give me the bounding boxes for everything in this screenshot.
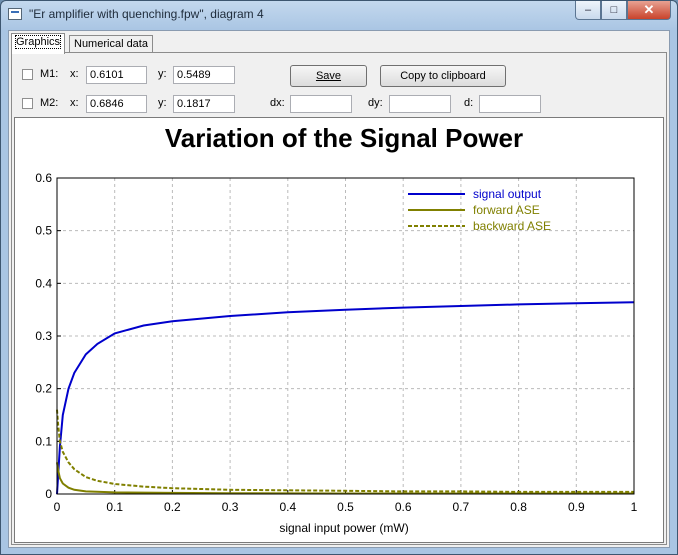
x-tick-label: 0.9	[568, 500, 585, 514]
tab-numerical-data-label: Numerical data	[74, 38, 148, 50]
y-tick-label: 0.3	[35, 329, 52, 343]
y-tick-label: 0.2	[35, 382, 52, 396]
copy-to-clipboard-button[interactable]: Copy to clipboard	[380, 65, 506, 87]
d-label: d:	[464, 97, 474, 109]
x-tick-label: 0.6	[395, 500, 412, 514]
x-tick-label: 0.3	[222, 500, 239, 514]
m1-checkbox[interactable]	[22, 69, 33, 80]
x-tick-label: 0.5	[337, 500, 354, 514]
x-tick-label: 1	[631, 500, 638, 514]
legend-label-1: forward ASE	[473, 203, 540, 217]
dx-field[interactable]	[290, 95, 352, 113]
app-icon[interactable]	[8, 8, 22, 20]
m2-y-label: y:	[158, 97, 167, 109]
window-title: "Er amplifier with quenching.fpw", diagr…	[29, 7, 264, 21]
y-tick-label: 0.4	[35, 276, 52, 290]
y-tick-label: 0.6	[35, 171, 52, 185]
tab-graphics[interactable]: Graphics	[11, 33, 66, 54]
m2-checkbox[interactable]	[22, 98, 33, 109]
signal-power-chart[interactable]: Variation of the Signal Power 0 0.1 0.2 0.3…	[15, 118, 663, 542]
x-tick-label: 0.1	[106, 500, 123, 514]
m1-label: M1:	[40, 68, 59, 80]
x-tick-label: 0	[54, 500, 61, 514]
chart-grid	[57, 178, 634, 494]
x-tick-label: 0.7	[453, 500, 470, 514]
save-button-label: Save	[315, 70, 342, 82]
x-tick-label: 0.2	[164, 500, 181, 514]
m1-y-field[interactable]: 0.5489	[173, 66, 235, 84]
dy-field[interactable]	[389, 95, 451, 113]
minimize-button[interactable]: –	[575, 1, 601, 20]
legend-label-0: signal output	[473, 187, 542, 201]
d-field[interactable]	[479, 95, 541, 113]
m1-x-label: x:	[70, 68, 79, 80]
series-line-2	[56, 409, 634, 493]
dy-label: dy:	[368, 97, 383, 109]
chart-legend: signal output forward ASE backward ASE	[408, 187, 551, 233]
client-area: Graphics Numerical data M1: x: 0.6101 y:…	[8, 30, 670, 548]
m2-label: M2:	[40, 97, 59, 109]
series-line-0	[56, 301, 635, 495]
m2-x-label: x:	[70, 97, 79, 109]
chart-title: Variation of the Signal Power	[165, 123, 523, 153]
title-bar[interactable]: "Er amplifier with quenching.fpw", diagr…	[1, 1, 677, 29]
graphics-panel: M1: x: 0.6101 y: 0.5489 Save Copy to cli…	[11, 52, 667, 545]
x-axis-label: signal input power (mW)	[279, 521, 408, 535]
plot-axes-box	[56, 177, 635, 495]
y-tick-label: 0.1	[35, 434, 52, 448]
m1-x-field[interactable]: 0.6101	[86, 66, 147, 84]
chart-series	[56, 301, 635, 495]
maximize-button[interactable]: □	[601, 1, 627, 20]
x-tick-label: 0.8	[510, 500, 527, 514]
tab-graphics-label: Graphics	[14, 35, 62, 49]
chart-ticks: 0 0.1 0.2 0.3 0.4 0.5 0.6 0.7 0.8 0.9 1 0 0.1 0.2 0.3 0…	[35, 171, 637, 514]
plot-area[interactable]: Variation of the Signal Power 0 0.1 0.2 0.3…	[14, 117, 664, 543]
tab-numerical-data[interactable]: Numerical data	[69, 35, 153, 53]
m1-y-label: y:	[158, 68, 167, 80]
legend-label-2: backward ASE	[473, 219, 551, 233]
m2-y-field[interactable]: 0.1817	[173, 95, 235, 113]
window-controls: – □ ✕	[575, 1, 671, 21]
m2-x-field[interactable]: 0.6846	[86, 95, 147, 113]
y-tick-label: 0.5	[35, 224, 52, 238]
close-button[interactable]: ✕	[627, 1, 671, 20]
save-button[interactable]: Save	[290, 65, 367, 87]
y-tick-label: 0	[45, 487, 52, 501]
dx-label: dx:	[270, 97, 285, 109]
x-tick-label: 0.4	[279, 500, 296, 514]
